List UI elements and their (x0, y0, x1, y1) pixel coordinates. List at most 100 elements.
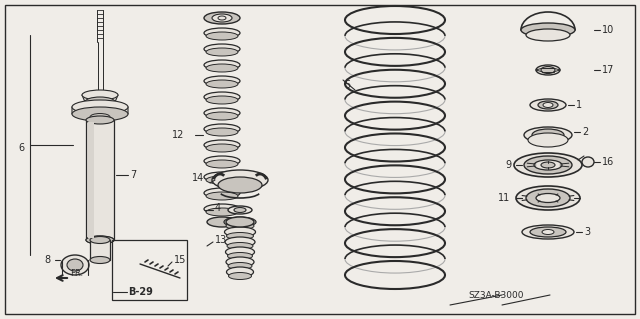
Ellipse shape (90, 114, 110, 121)
Text: 1: 1 (576, 100, 582, 110)
Ellipse shape (86, 116, 114, 124)
Ellipse shape (234, 207, 246, 212)
Ellipse shape (204, 172, 240, 182)
Text: 7: 7 (130, 170, 136, 180)
Ellipse shape (204, 28, 240, 38)
Bar (88, 122, 94, 238)
Text: 11: 11 (498, 193, 510, 203)
Text: 8: 8 (44, 255, 50, 265)
Ellipse shape (218, 177, 262, 193)
Ellipse shape (204, 76, 240, 86)
Ellipse shape (541, 162, 555, 168)
Text: 10: 10 (602, 25, 614, 35)
Ellipse shape (204, 156, 240, 166)
Ellipse shape (543, 102, 553, 108)
Polygon shape (72, 104, 128, 115)
Ellipse shape (521, 23, 575, 37)
Text: SZ3A-B3000: SZ3A-B3000 (468, 291, 524, 300)
Ellipse shape (532, 129, 564, 141)
Ellipse shape (206, 32, 238, 40)
Bar (86, 120, 114, 240)
Text: 9: 9 (506, 160, 512, 170)
Ellipse shape (226, 222, 254, 229)
Ellipse shape (526, 189, 570, 207)
Ellipse shape (206, 96, 238, 104)
Ellipse shape (204, 140, 240, 150)
Ellipse shape (536, 194, 560, 203)
Ellipse shape (228, 272, 252, 279)
Ellipse shape (206, 112, 238, 120)
Ellipse shape (522, 225, 574, 239)
Ellipse shape (204, 204, 240, 214)
Ellipse shape (524, 127, 572, 143)
Ellipse shape (204, 188, 240, 198)
Ellipse shape (228, 206, 252, 214)
Text: 6: 6 (18, 143, 24, 153)
Ellipse shape (224, 217, 256, 227)
Ellipse shape (212, 14, 232, 22)
Ellipse shape (90, 256, 110, 263)
Ellipse shape (206, 144, 238, 152)
Text: 15: 15 (174, 255, 186, 265)
Ellipse shape (514, 153, 582, 177)
Ellipse shape (516, 186, 580, 210)
Text: 12: 12 (172, 130, 184, 140)
Text: 13: 13 (215, 235, 227, 245)
Ellipse shape (226, 217, 254, 227)
Ellipse shape (206, 160, 238, 168)
Ellipse shape (204, 108, 240, 118)
Ellipse shape (212, 170, 268, 190)
Ellipse shape (526, 29, 570, 41)
Bar (112, 240, 187, 300)
Text: 14: 14 (192, 173, 204, 183)
Ellipse shape (530, 99, 566, 111)
Ellipse shape (530, 227, 566, 237)
Text: 2: 2 (582, 127, 588, 137)
Ellipse shape (528, 133, 568, 147)
Ellipse shape (90, 236, 110, 243)
Text: 4: 4 (215, 203, 221, 213)
Ellipse shape (207, 217, 237, 227)
Text: 3: 3 (584, 227, 590, 237)
Ellipse shape (204, 44, 240, 54)
Ellipse shape (204, 92, 240, 102)
Ellipse shape (227, 233, 253, 240)
Ellipse shape (542, 229, 554, 234)
Ellipse shape (204, 60, 240, 70)
Ellipse shape (206, 48, 238, 56)
Ellipse shape (227, 242, 253, 249)
Ellipse shape (226, 257, 254, 267)
Ellipse shape (541, 66, 555, 73)
Ellipse shape (86, 236, 114, 244)
Ellipse shape (536, 65, 560, 75)
Ellipse shape (225, 237, 255, 247)
Ellipse shape (534, 160, 562, 170)
Ellipse shape (582, 157, 594, 167)
Ellipse shape (228, 263, 252, 270)
Ellipse shape (206, 176, 238, 184)
Ellipse shape (82, 90, 118, 100)
Ellipse shape (524, 156, 572, 174)
Ellipse shape (204, 12, 240, 24)
Text: 5: 5 (344, 80, 350, 90)
Ellipse shape (538, 101, 558, 109)
Ellipse shape (206, 208, 238, 216)
Text: FR.: FR. (70, 270, 83, 278)
Ellipse shape (72, 107, 128, 121)
Text: 16: 16 (602, 157, 614, 167)
Ellipse shape (225, 227, 255, 237)
Polygon shape (82, 95, 118, 102)
Bar (90, 240, 110, 260)
Text: 17: 17 (602, 65, 614, 75)
Ellipse shape (204, 124, 240, 134)
Ellipse shape (61, 255, 89, 275)
Ellipse shape (227, 267, 253, 277)
Text: B-29: B-29 (128, 287, 153, 297)
Ellipse shape (206, 80, 238, 88)
Ellipse shape (67, 259, 83, 271)
Ellipse shape (206, 192, 238, 200)
Ellipse shape (85, 97, 115, 107)
Ellipse shape (90, 116, 110, 123)
Ellipse shape (86, 236, 114, 244)
Ellipse shape (225, 247, 255, 257)
